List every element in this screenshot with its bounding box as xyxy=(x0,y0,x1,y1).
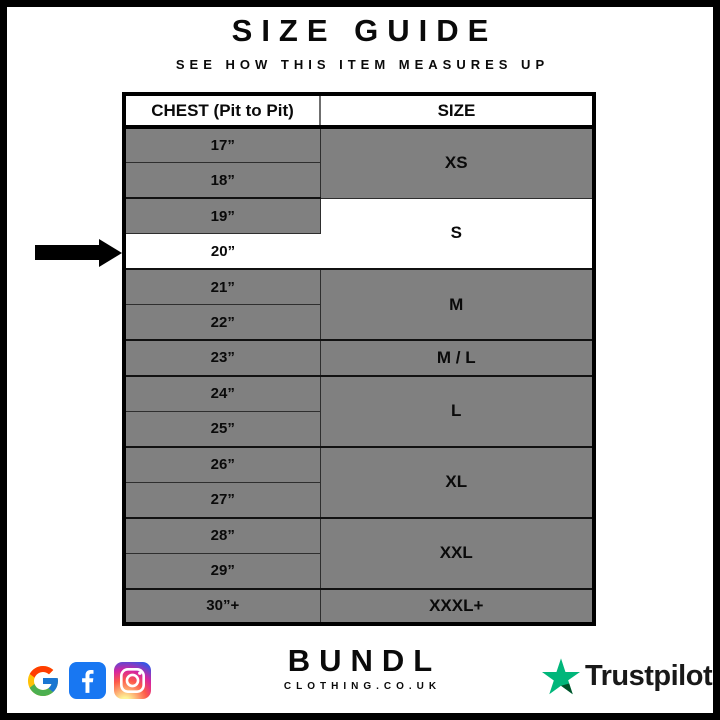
highlight-arrow-icon xyxy=(35,238,122,267)
trustpilot-logo[interactable]: Trustpilot xyxy=(542,658,713,695)
chest-cell: 20” xyxy=(124,233,320,269)
chest-cell: 29” xyxy=(123,552,321,589)
chest-cell: 27” xyxy=(123,481,321,518)
chest-cell: 24” xyxy=(123,374,321,412)
google-icon[interactable] xyxy=(25,663,61,699)
size-cell: XS xyxy=(319,126,595,199)
facebook-icon[interactable] xyxy=(69,662,106,699)
chest-cell: 30”+ xyxy=(123,587,321,625)
chest-cell: 18” xyxy=(123,162,321,199)
table-row: 23” M / L xyxy=(123,339,595,376)
brand-name: BUNDL xyxy=(287,643,442,678)
chest-cell: 17” xyxy=(123,126,321,163)
chest-cell: 23” xyxy=(123,339,321,376)
table-row: 22” xyxy=(123,304,594,341)
size-column-header: SIZE xyxy=(319,94,594,129)
brand-logo: BUNDL CLOTHING.CO.UK xyxy=(0,643,720,692)
size-cell: XL xyxy=(319,445,595,518)
size-cell: XXL xyxy=(319,516,595,589)
size-cell: L xyxy=(319,374,595,447)
chest-cell: 21” xyxy=(123,268,321,305)
instagram-icon[interactable] xyxy=(114,662,151,699)
table-row: 20” xyxy=(124,233,594,269)
page-title: SIZE GUIDE xyxy=(231,13,498,48)
table-row: 24” L xyxy=(123,374,595,447)
arrow-head xyxy=(99,238,122,267)
chest-cell: 26” xyxy=(123,445,321,483)
arrow-shaft xyxy=(35,245,99,260)
table-row: 30”+ XXXL+ xyxy=(123,587,595,625)
table-row: 28” XXL xyxy=(123,516,595,589)
table-row: 27” xyxy=(123,481,594,518)
size-cell: S xyxy=(320,198,594,269)
brand-domain: CLOTHING.CO.UK xyxy=(283,681,442,692)
chest-cell: 28” xyxy=(123,516,321,554)
size-cell: M / L xyxy=(319,339,595,376)
chest-cell: 25” xyxy=(123,410,321,447)
social-icons xyxy=(25,662,151,699)
size-table: CHEST (Pit to Pit) SIZE 17” XS 18” 19” S 20” 2… xyxy=(122,92,596,626)
trustpilot-star-icon xyxy=(542,658,580,695)
table-row: 19” S xyxy=(123,197,594,269)
chest-cell: 22” xyxy=(123,304,321,341)
table-header-row: CHEST (Pit to Pit) SIZE xyxy=(124,94,594,129)
page-subtitle: SEE HOW THIS ITEM MEASURES UP xyxy=(175,57,550,72)
chest-column-header: CHEST (Pit to Pit) xyxy=(124,94,320,129)
size-cell: M xyxy=(319,268,595,341)
table-row: 25” xyxy=(123,410,594,447)
footer: BUNDL CLOTHING.CO.UK Trustpilot xyxy=(0,640,720,712)
trustpilot-label: Trustpilot xyxy=(585,660,713,692)
chest-cell: 19” xyxy=(123,197,321,234)
size-cell: XXXL+ xyxy=(319,587,595,625)
size-table-body: 17” XS 18” 19” S 20” 21” M 22” 23” M / L 24” L 25” 26”… xyxy=(123,126,595,625)
table-row: 21” M xyxy=(123,268,595,341)
table-row: 26” XL xyxy=(123,445,595,518)
table-row: 17” XS xyxy=(123,126,595,199)
table-row: 29” xyxy=(123,552,594,589)
